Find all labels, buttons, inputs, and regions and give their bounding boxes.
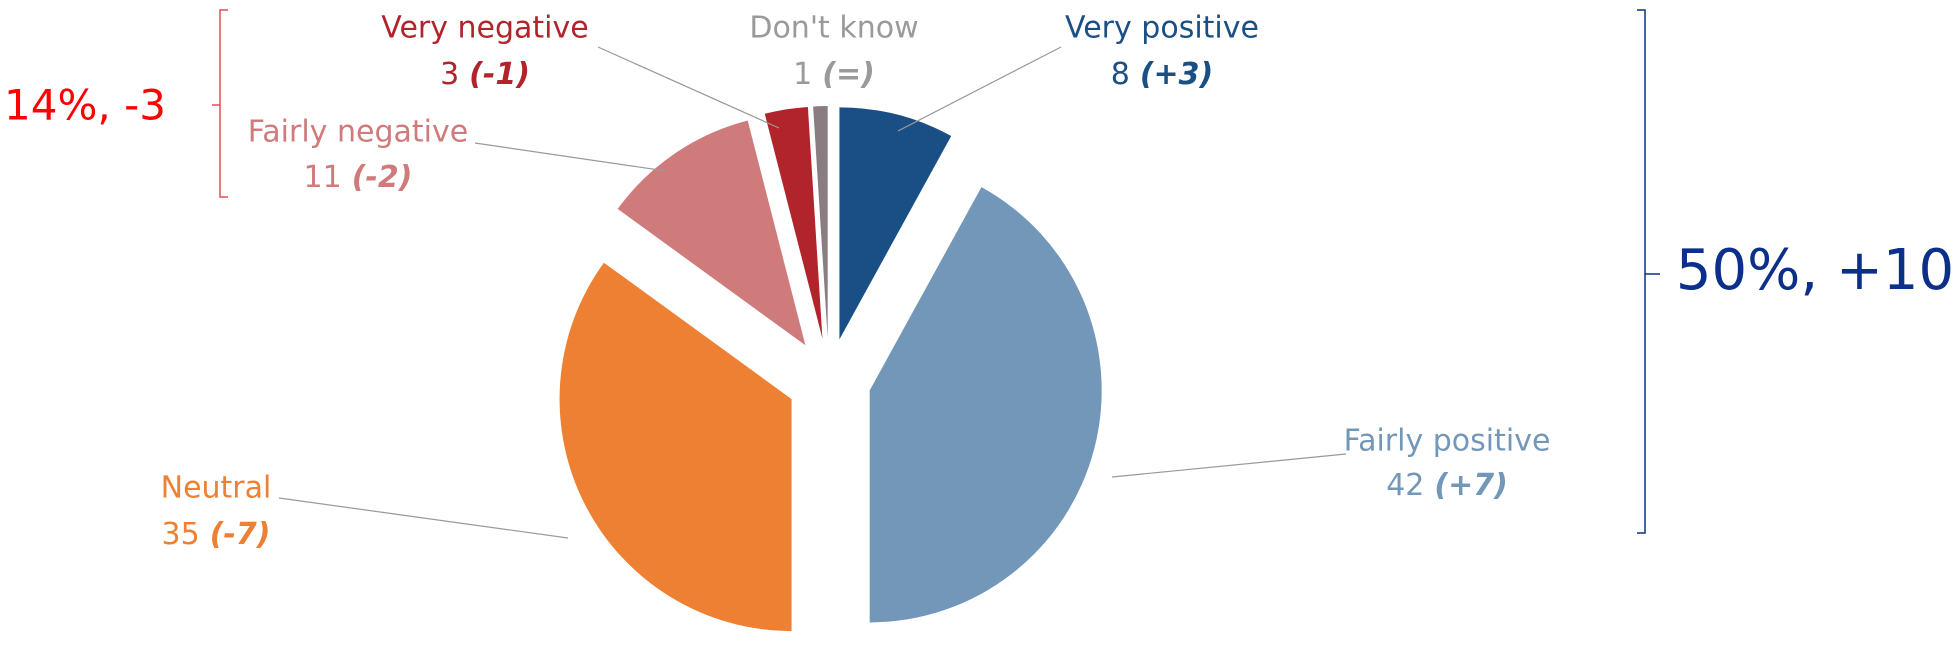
slice-name: Very positive [1065,11,1259,46]
slice-label: 11 (-2) [304,160,413,195]
slice-label: 8 (+3) [1111,57,1214,92]
leader-line [474,142,667,172]
slice-label: 3 (-1) [440,57,530,92]
slice-value: 35 [162,517,200,552]
slice-change: (=) [822,57,875,92]
slice-value: 42 [1386,468,1424,503]
slice-value: 3 [440,57,459,92]
negative-summary: 14%, -3 [4,81,166,130]
leader-line [597,46,780,129]
pie-slice [764,106,823,339]
positive-summary: 50%, +10 [1676,238,1954,303]
leader-line [897,46,1062,132]
leader-line [1111,453,1347,478]
pie-slice [559,262,792,632]
pie-slice [869,187,1102,623]
slice-name: Don't know [749,11,918,46]
slice-change: (-2) [352,160,413,195]
slice-value: 8 [1111,57,1130,92]
slice-name: Fairly positive [1344,424,1551,459]
slice-change: (-7) [210,517,271,552]
pie-slice [617,120,806,346]
slice-value: 11 [304,160,342,195]
slice-change: (+3) [1140,57,1213,92]
positive-bracket [1637,9,1660,534]
leader-line [278,497,569,539]
slice-name: Very negative [381,11,588,46]
negative-bracket [212,9,228,198]
slice-change: (+7) [1434,468,1507,503]
slice-name: Neutral [161,471,272,506]
slice-change: (-1) [469,57,530,92]
pie-slice [839,107,952,340]
slice-label: 35 (-7) [162,517,271,552]
slice-label: 1 (=) [793,57,875,92]
slice-name: Fairly negative [248,115,468,150]
pie-slice [813,106,828,339]
slice-value: 1 [793,57,812,92]
slice-label: 42 (+7) [1386,468,1508,503]
